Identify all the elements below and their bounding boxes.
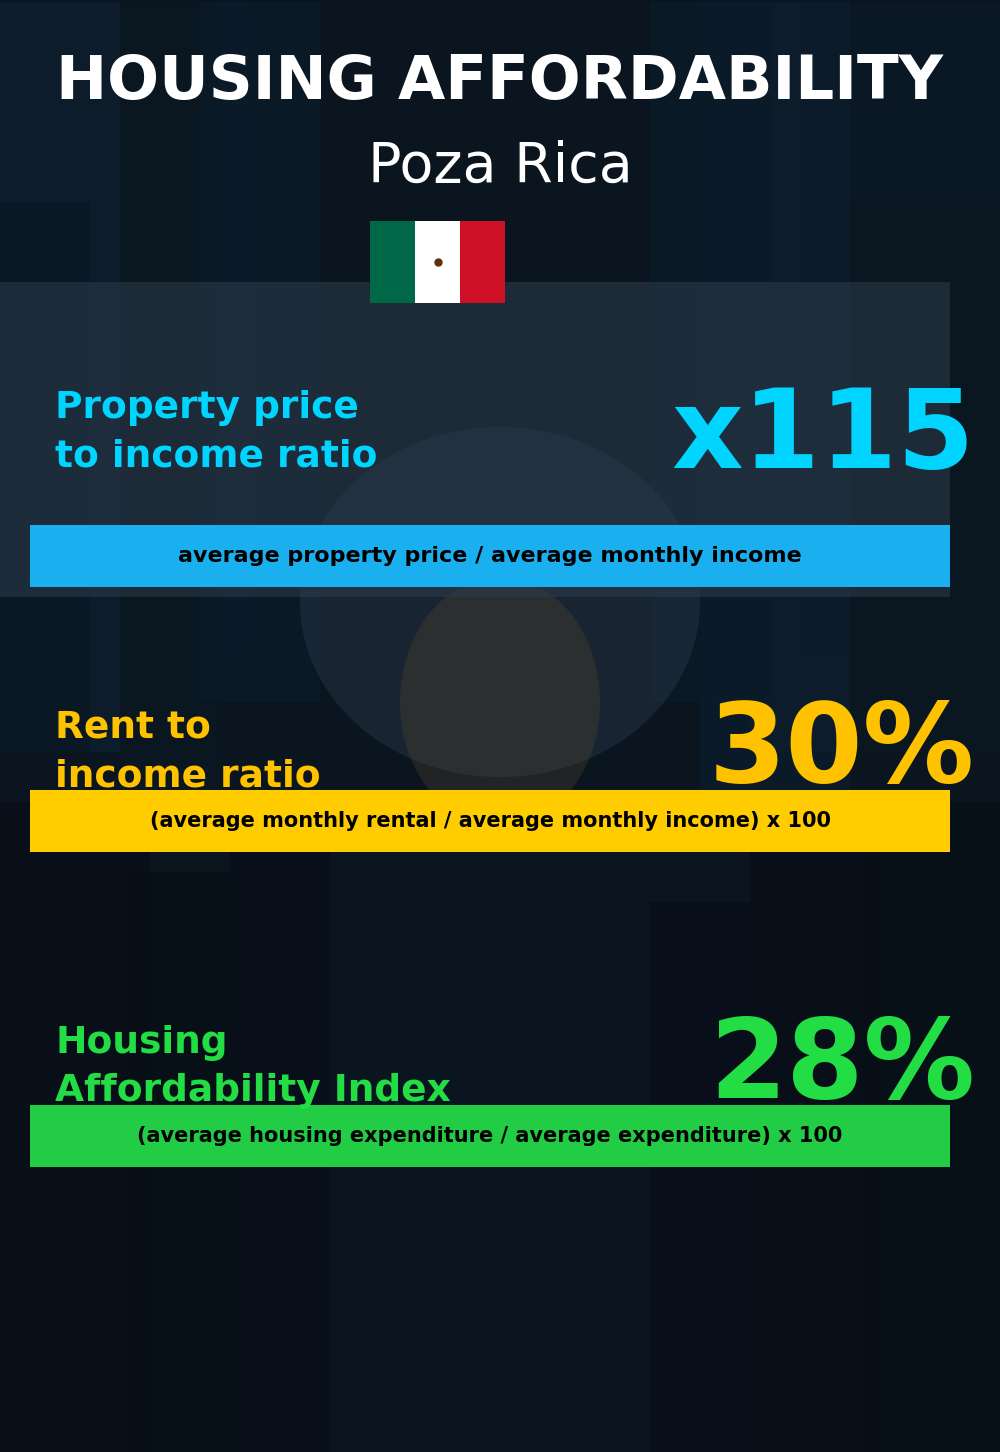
Bar — [370, 221, 415, 303]
Text: Housing
Affordability Index: Housing Affordability Index — [55, 1025, 451, 1109]
Text: (average monthly rental / average monthly income) x 100: (average monthly rental / average monthl… — [150, 812, 830, 831]
Text: 30%: 30% — [709, 698, 975, 806]
Ellipse shape — [400, 576, 600, 828]
Text: Property price
to income ratio: Property price to income ratio — [55, 389, 378, 475]
Bar — [850, 202, 1000, 752]
Text: (average housing expenditure / average expenditure) x 100: (average housing expenditure / average e… — [137, 1125, 843, 1146]
Text: HOUSING AFFORDABILITY: HOUSING AFFORDABILITY — [56, 52, 944, 112]
Bar — [0, 1, 120, 752]
Bar — [800, 1, 1000, 652]
Bar — [200, 1, 320, 701]
Bar — [460, 221, 505, 303]
Bar — [415, 221, 460, 303]
Ellipse shape — [300, 427, 700, 777]
Bar — [130, 873, 250, 1452]
Bar — [700, 1, 850, 802]
Text: average property price / average monthly income: average property price / average monthly… — [178, 546, 802, 566]
Bar — [0, 282, 950, 597]
Bar — [0, 202, 90, 752]
Bar — [750, 1, 1000, 752]
Bar — [30, 1105, 950, 1167]
Bar — [30, 790, 950, 852]
Bar — [30, 526, 950, 587]
Text: Poza Rica: Poza Rica — [368, 139, 632, 195]
Text: 28%: 28% — [709, 1013, 975, 1121]
Bar — [650, 902, 770, 1452]
Bar — [650, 1, 770, 701]
Bar — [0, 802, 150, 1452]
Text: x115: x115 — [672, 383, 975, 491]
Bar — [230, 832, 330, 1452]
Bar — [860, 802, 1000, 1452]
Bar — [120, 1, 220, 802]
Bar — [100, 1, 250, 652]
Bar — [750, 852, 880, 1452]
Text: Rent to
income ratio: Rent to income ratio — [55, 710, 321, 794]
